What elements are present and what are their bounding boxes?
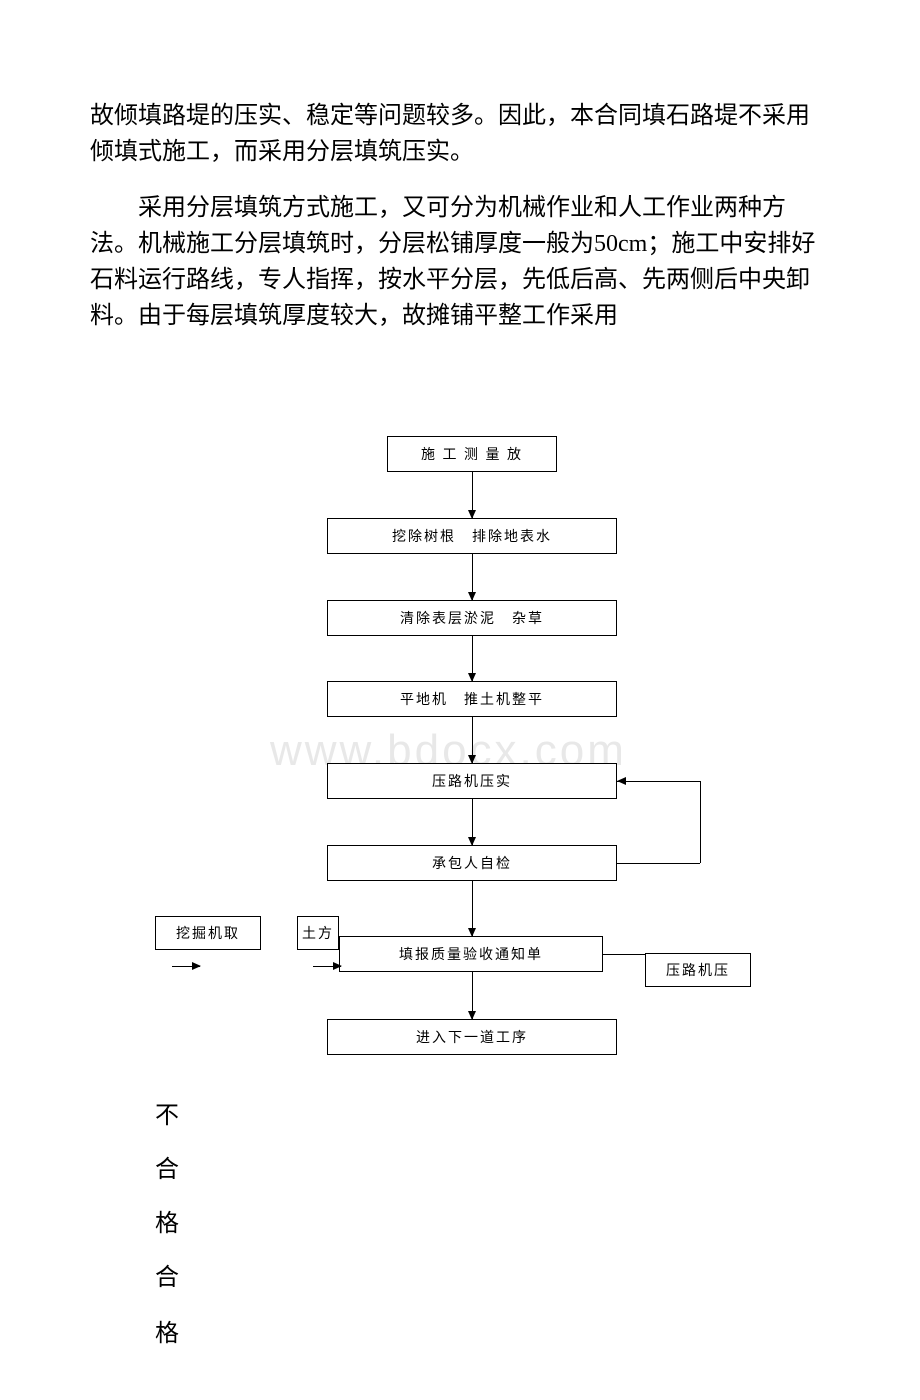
flow-node-right-label: 压路机压 [666, 960, 730, 980]
vertical-text-2: 合 [155, 1148, 179, 1194]
flow-arrow-6 [472, 881, 473, 936]
vertical-text-1: 不 [155, 1094, 179, 1140]
flow-arrow-5 [472, 799, 473, 845]
flow-node-2-label: 挖除树根 排除地表水 [392, 526, 552, 546]
flow-node-7: 填报质量验收通知单 [339, 936, 603, 972]
flow-arrow-7 [472, 972, 473, 1019]
flow-node-left2-label: 土方 [302, 923, 334, 943]
flow-node-1: 施 工 测 量 放 [387, 436, 557, 472]
paragraph-1: 故倾填路堤的压实、稳定等问题较多。因此，本合同填石路堤不采用倾填式施工，而采用分… [0, 98, 920, 170]
flow-node-left1: 挖掘机取 [155, 916, 261, 950]
flow-node-8-label: 进入下一道工序 [416, 1027, 528, 1047]
feedback-arrowhead [617, 777, 626, 785]
flow-node-3-label: 清除表层淤泥 杂草 [400, 608, 544, 628]
feedback-h1 [617, 863, 700, 864]
vertical-text-5: 格 [155, 1312, 179, 1358]
right-connector [603, 954, 645, 955]
flow-arrow-2 [472, 554, 473, 600]
flow-arrow-4 [472, 717, 473, 763]
flow-node-right: 压路机压 [645, 953, 751, 987]
paragraph-2: 采用分层填筑方式施工，又可分为机械作业和人工作业两种方法。机械施工分层填筑时，分… [0, 190, 920, 334]
flow-node-left2: 土方 [297, 916, 339, 950]
vertical-text-4: 合 [155, 1256, 179, 1302]
feedback-h2 [617, 781, 700, 782]
flow-node-left1-label: 挖掘机取 [176, 923, 240, 943]
flow-node-6-label: 承包人自检 [432, 853, 512, 873]
flow-node-6: 承包人自检 [327, 845, 617, 881]
flow-node-2: 挖除树根 排除地表水 [327, 518, 617, 554]
flow-arrow-3 [472, 636, 473, 681]
flow-node-4-label: 平地机 推土机整平 [400, 689, 544, 709]
vertical-text-3: 格 [155, 1202, 179, 1248]
feedback-v [700, 781, 701, 863]
flow-node-8: 进入下一道工序 [327, 1019, 617, 1055]
flow-node-5: 压路机压实 [327, 763, 617, 799]
flow-arrow-1 [472, 472, 473, 518]
flowchart-container: 施 工 测 量 放 挖除树根 排除地表水 清除表层淤泥 杂草 平地机 推土机整平… [0, 436, 920, 1086]
small-arrow-2 [313, 966, 341, 967]
flow-node-4: 平地机 推土机整平 [327, 681, 617, 717]
small-arrow-1 [172, 966, 200, 967]
flow-node-5-label: 压路机压实 [432, 771, 512, 791]
flow-node-7-label: 填报质量验收通知单 [399, 944, 543, 964]
flow-node-1-label: 施 工 测 量 放 [421, 444, 523, 464]
flow-node-3: 清除表层淤泥 杂草 [327, 600, 617, 636]
